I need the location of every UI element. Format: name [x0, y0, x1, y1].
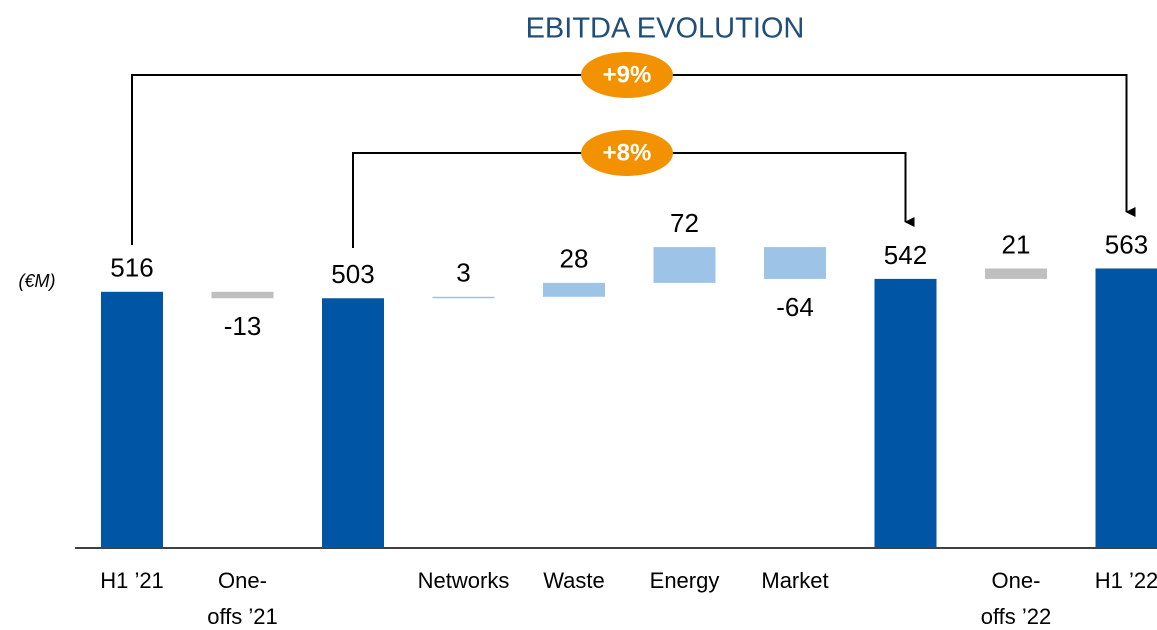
- value-label: -13: [224, 311, 262, 341]
- badge: [581, 52, 673, 98]
- x-tick-label-line: offs ’22: [981, 604, 1052, 629]
- bar: [432, 296, 495, 299]
- bar: [874, 278, 937, 548]
- annotation: +8%: [603, 139, 652, 166]
- value-label: -64: [776, 292, 814, 322]
- bar: [1095, 268, 1157, 548]
- bar: [543, 282, 605, 297]
- value-label: 72: [670, 208, 699, 238]
- bar: [764, 247, 826, 279]
- bar: [653, 247, 716, 283]
- x-tick-label: One-offs ’21: [207, 568, 278, 629]
- x-tick-label: H1 ’21: [100, 568, 164, 593]
- bar: [985, 268, 1047, 279]
- x-tick-label: Market: [761, 568, 828, 593]
- value-label: 516: [110, 253, 153, 283]
- chart-title: EBITDA EVOLUTION: [526, 13, 805, 45]
- x-tick-label-line: One-: [992, 568, 1041, 593]
- x-tick-label: Networks: [418, 568, 510, 593]
- value-label: 503: [331, 259, 374, 289]
- x-tick-label-line: One-: [218, 568, 267, 593]
- value-label: 28: [560, 244, 589, 274]
- value-label: 21: [1002, 229, 1031, 259]
- unit-label: (€M): [19, 271, 56, 291]
- value-label: 3: [456, 258, 470, 288]
- x-tick-label: H1 ’22: [1095, 568, 1157, 593]
- annotation: +9%: [603, 61, 652, 88]
- x-tick-label-line: offs ’21: [207, 604, 278, 629]
- badge: [581, 130, 673, 176]
- bar: [322, 298, 384, 548]
- x-tick-label: Waste: [543, 568, 605, 593]
- x-tick-label: Energy: [650, 568, 720, 593]
- value-label: 563: [1105, 229, 1148, 259]
- bar: [211, 291, 274, 299]
- bar: [101, 291, 163, 548]
- value-label: 542: [884, 240, 927, 270]
- x-tick-label: One-offs ’22: [981, 568, 1052, 629]
